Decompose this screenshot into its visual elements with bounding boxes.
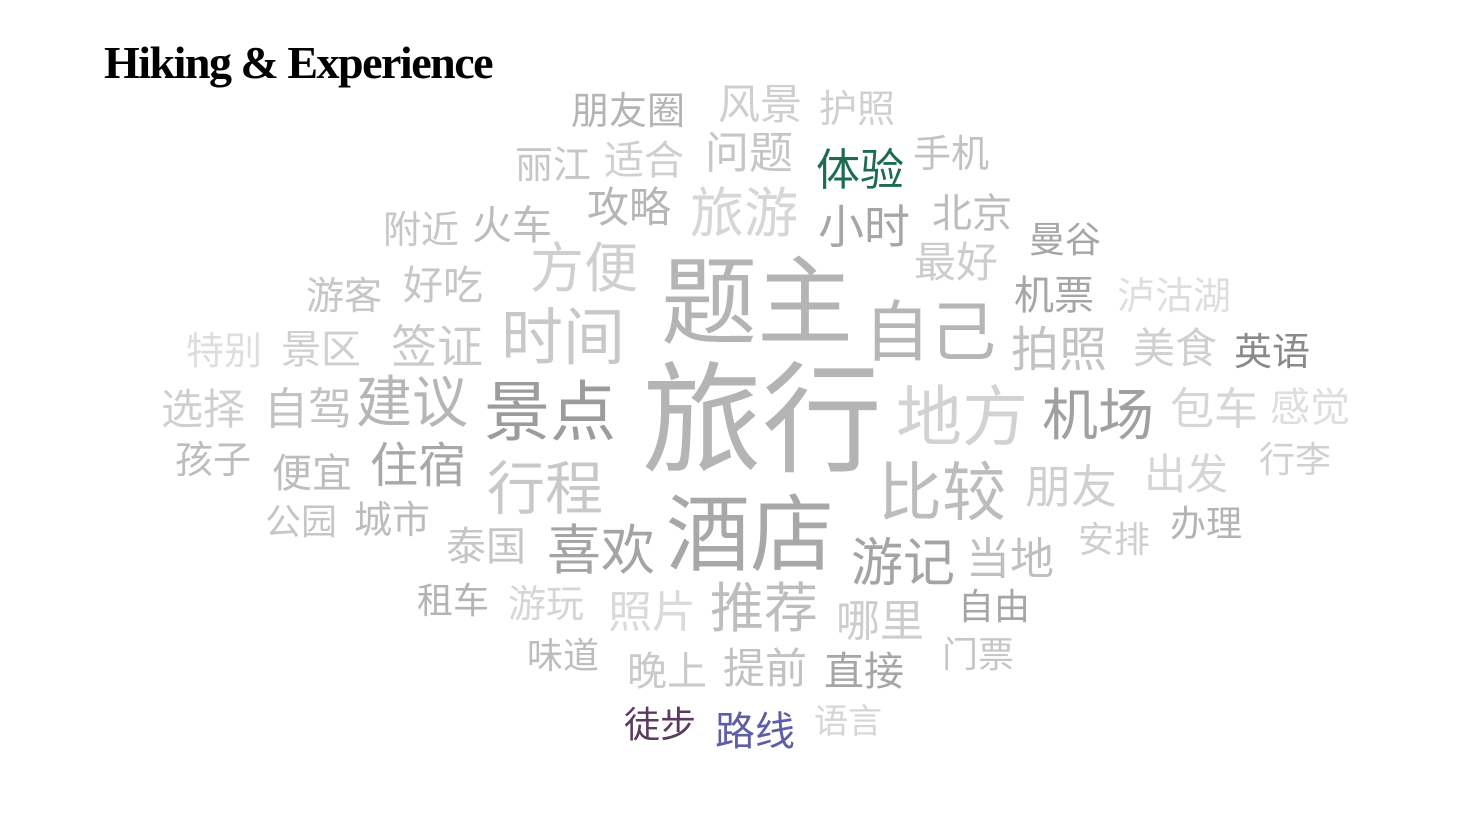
word-cloud-term: 景点 bbox=[484, 374, 616, 451]
word-cloud-term: 住宿 bbox=[369, 438, 467, 494]
word-cloud-term: 问题 bbox=[705, 128, 793, 179]
word-cloud-term: 曼谷 bbox=[1028, 220, 1102, 261]
word-cloud-term: 酒店 bbox=[665, 486, 835, 584]
word-cloud-term: 便宜 bbox=[272, 451, 352, 497]
word-cloud-term: 好吃 bbox=[403, 263, 483, 309]
word-cloud-term: 特别 bbox=[185, 329, 263, 373]
word-cloud-term: 机票 bbox=[1014, 273, 1094, 319]
word-cloud-term: 火车 bbox=[472, 203, 552, 249]
word-cloud-term: 景区 bbox=[281, 327, 361, 373]
word-cloud-term: 旅行 bbox=[642, 352, 882, 491]
word-cloud-term: 提前 bbox=[722, 644, 808, 693]
word-cloud-term: 比较 bbox=[878, 457, 1006, 531]
word-cloud-term: 地方 bbox=[896, 379, 1028, 456]
word-cloud-term: 照片 bbox=[608, 587, 696, 638]
word-cloud-term: 当地 bbox=[966, 534, 1054, 585]
word-cloud-term: 直接 bbox=[824, 649, 904, 695]
word-cloud-term: 体验 bbox=[816, 145, 904, 196]
word-cloud-term: 城市 bbox=[353, 498, 431, 542]
word-cloud-term: 孩子 bbox=[174, 438, 252, 482]
word-cloud-term: 安排 bbox=[1077, 520, 1151, 561]
word-cloud-term: 自由 bbox=[957, 587, 1031, 628]
word-cloud-term: 附近 bbox=[382, 208, 460, 252]
word-cloud-term: 旅游 bbox=[690, 182, 798, 245]
word-cloud-term: 门票 bbox=[941, 635, 1015, 676]
word-cloud-term: 哪里 bbox=[836, 596, 924, 647]
word-cloud-term: 游记 bbox=[850, 534, 956, 594]
word-cloud-term: 小时 bbox=[818, 200, 910, 254]
word-cloud-term: 选择 bbox=[160, 385, 246, 434]
word-cloud-term: 机场 bbox=[1042, 384, 1154, 449]
word-cloud-term: 丽江 bbox=[514, 143, 592, 187]
word-cloud-term: 时间 bbox=[500, 301, 626, 374]
word-cloud-term: 路线 bbox=[715, 709, 795, 755]
word-cloud-term: 北京 bbox=[932, 191, 1012, 237]
word-cloud-term: 自驾 bbox=[264, 384, 352, 435]
word-cloud-term: 晚上 bbox=[627, 649, 707, 695]
word-cloud-term: 攻略 bbox=[586, 183, 672, 232]
word-cloud-term: 感觉 bbox=[1270, 385, 1350, 431]
word-cloud-term: 游客 bbox=[305, 274, 383, 318]
word-cloud-term: 方便 bbox=[530, 237, 638, 300]
word-cloud-term: 朋友 bbox=[1025, 460, 1117, 514]
word-cloud-term: 行程 bbox=[486, 455, 604, 523]
word-cloud-term: 推荐 bbox=[710, 577, 818, 640]
word-cloud-term: 最好 bbox=[913, 238, 999, 287]
word-cloud-term: 签证 bbox=[391, 320, 483, 374]
word-cloud-term: 建议 bbox=[356, 371, 468, 436]
word-cloud-term: 徒步 bbox=[623, 705, 697, 746]
word-cloud-term: 游玩 bbox=[507, 582, 585, 626]
word-cloud-term: 题主 bbox=[661, 247, 853, 359]
word-cloud-term: 手机 bbox=[912, 132, 990, 176]
word-cloud-term: 拍照 bbox=[1010, 322, 1108, 378]
chart-title: Hiking & Experience bbox=[104, 37, 494, 88]
word-cloud-term: 泸沽湖 bbox=[1116, 274, 1232, 318]
word-cloud-term: 朋友圈 bbox=[570, 89, 686, 133]
word-cloud-term: 租车 bbox=[416, 581, 490, 622]
word-cloud-term: 办理 bbox=[1169, 504, 1243, 545]
word-cloud-term: 语言 bbox=[814, 702, 882, 742]
word-cloud-term: 包车 bbox=[1170, 384, 1258, 435]
word-cloud-term: 风景 bbox=[717, 80, 803, 129]
word-cloud-term: 适合 bbox=[604, 138, 684, 184]
word-cloud-term: 泰国 bbox=[446, 524, 526, 570]
word-cloud-term: 味道 bbox=[526, 636, 600, 677]
word-cloud-term: 行李 bbox=[1258, 440, 1332, 481]
word-cloud-term: 美食 bbox=[1132, 324, 1218, 373]
word-cloud-term: 喜欢 bbox=[547, 519, 655, 582]
word-cloud-term: 英语 bbox=[1233, 330, 1311, 374]
word-cloud-term: 护照 bbox=[818, 87, 896, 131]
word-cloud-term: 公园 bbox=[264, 502, 338, 543]
word-cloud-term: 出发 bbox=[1143, 450, 1229, 499]
word-cloud-term: 自己 bbox=[864, 294, 996, 371]
